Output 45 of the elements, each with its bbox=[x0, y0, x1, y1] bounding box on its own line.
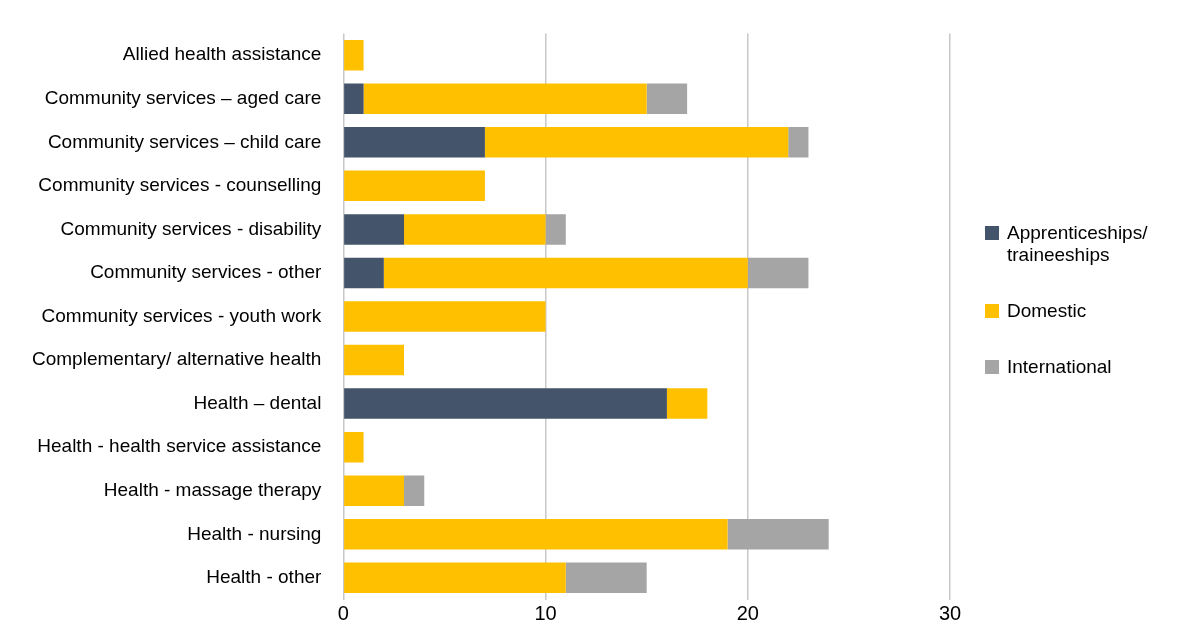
bar bbox=[344, 475, 405, 506]
bar bbox=[727, 519, 829, 550]
bar bbox=[344, 83, 364, 114]
bar bbox=[344, 388, 667, 419]
bar bbox=[344, 431, 364, 463]
bar bbox=[344, 170, 485, 202]
y-tick-label: Health – dental bbox=[193, 391, 322, 413]
bar bbox=[404, 214, 546, 245]
bar bbox=[565, 562, 647, 594]
y-tick-label: Community services – child care bbox=[47, 130, 322, 152]
bar bbox=[404, 475, 425, 506]
bar bbox=[344, 127, 485, 158]
y-tick-label: Community services - other bbox=[90, 261, 323, 283]
x-tick-label: 0 bbox=[337, 602, 349, 625]
y-tick-label: Health - massage therapy bbox=[103, 478, 322, 500]
bar bbox=[344, 344, 405, 376]
bar bbox=[344, 257, 384, 289]
legend-label: International bbox=[1007, 356, 1112, 378]
y-tick-label: Health - nursing bbox=[187, 522, 322, 544]
bar bbox=[344, 214, 405, 245]
y-tick-label: Community services - youth work bbox=[41, 304, 322, 326]
bar bbox=[363, 83, 647, 114]
x-tick-label: 30 bbox=[938, 602, 962, 625]
y-tick-label: Health - other bbox=[206, 566, 323, 588]
x-tick-label: 20 bbox=[736, 602, 759, 625]
y-tick-label: Community services – aged care bbox=[44, 86, 322, 108]
y-tick-label: Community services - counselling bbox=[38, 174, 322, 196]
y-tick-label: Health - health service assistance bbox=[37, 435, 322, 457]
bar bbox=[344, 562, 566, 594]
bar bbox=[666, 388, 708, 419]
bar bbox=[344, 39, 364, 71]
bar bbox=[484, 127, 789, 158]
bar bbox=[383, 257, 748, 289]
y-tick-label: Allied health assistance bbox=[122, 43, 322, 65]
legend-label: Domestic bbox=[1007, 300, 1087, 322]
bar bbox=[545, 214, 566, 245]
legend-label: Apprenticeships/ traineeships bbox=[1007, 222, 1149, 266]
bar bbox=[344, 301, 546, 332]
bar bbox=[788, 127, 809, 158]
y-tick-label: Complementary/ alternative health bbox=[31, 348, 322, 370]
bar bbox=[747, 257, 809, 289]
x-tick-label: 10 bbox=[534, 602, 557, 625]
bar bbox=[646, 83, 688, 114]
y-tick-label: Community services - disability bbox=[60, 217, 322, 239]
bar bbox=[344, 519, 728, 550]
